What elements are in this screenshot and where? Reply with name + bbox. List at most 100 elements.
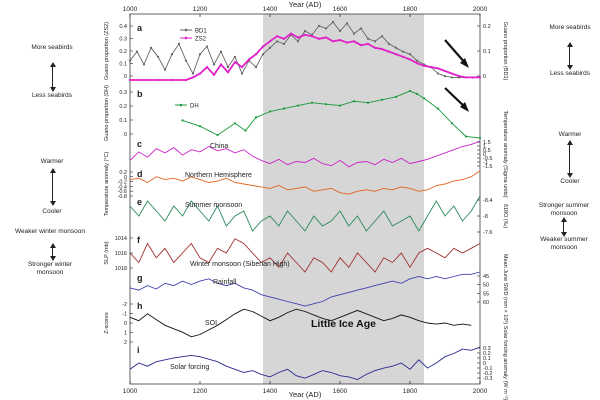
y-axis-title-right: Mean June SWD (mm × 10³) bbox=[502, 254, 508, 324]
panel-a: a BD1 ZS2 0.4 0.3 0.2 0.1 0 Guano proportion (ZS… bbox=[104, 20, 508, 82]
data-point bbox=[275, 35, 279, 38]
y-tick-label-left: -0.2 bbox=[118, 180, 127, 186]
y-tick-label-left: 0.2 bbox=[119, 104, 127, 110]
data-point bbox=[324, 103, 328, 106]
series-line-soi bbox=[129, 308, 472, 338]
panel-letter: i bbox=[137, 345, 140, 355]
y-axis-title-right: Solar forcing anomaly (W m⁻²) bbox=[502, 326, 508, 400]
data-point bbox=[156, 55, 160, 58]
data-point bbox=[352, 40, 356, 43]
panel-h: h SOI -2 -1 0 1 2 Z-scores bbox=[104, 301, 472, 346]
data-point bbox=[478, 136, 482, 140]
y-tick-label-left: 0.3 bbox=[119, 90, 127, 96]
decline-arrows bbox=[444, 39, 469, 112]
data-point bbox=[408, 53, 412, 56]
data-point bbox=[345, 41, 349, 44]
panel-letter: g bbox=[137, 273, 143, 283]
y-tick-label-right: -1 bbox=[483, 160, 488, 166]
legend-marker bbox=[184, 28, 188, 32]
y-tick-label-right: 0 bbox=[483, 152, 486, 158]
data-point bbox=[331, 20, 335, 24]
data-point bbox=[443, 75, 447, 78]
y-tick-label-right: 0.1 bbox=[483, 356, 491, 362]
x-axis-title-bottom: Year (AD) bbox=[289, 390, 322, 399]
data-point bbox=[352, 32, 356, 35]
x-tick-label-bottom: 1600 bbox=[333, 388, 348, 395]
y-tick-label-right: -8 bbox=[483, 214, 488, 220]
y-tick-label-right: -1.5 bbox=[483, 164, 492, 170]
data-point bbox=[226, 71, 230, 74]
data-point bbox=[261, 45, 265, 48]
less-seabirds-right: Less seabirds bbox=[549, 70, 591, 77]
data-point bbox=[373, 40, 377, 43]
data-point bbox=[268, 46, 272, 49]
x-tick-label-top: 1000 bbox=[123, 6, 138, 13]
panel-e: e Summer monsoon -8.4 -8 -7.6 δ18O (‰) bbox=[129, 195, 508, 236]
data-point bbox=[219, 63, 223, 66]
warmer-left: Warmer bbox=[40, 158, 64, 165]
data-point bbox=[478, 76, 482, 79]
panel-letter: f bbox=[137, 235, 141, 245]
warmer-right: Warmer bbox=[558, 131, 582, 138]
legend-label: BD1 bbox=[195, 29, 207, 35]
series-label: Summer monsoon bbox=[185, 202, 242, 209]
x-tick-label-bottom: 1200 bbox=[193, 388, 208, 395]
x-axis-title-top: Year (AD) bbox=[289, 0, 322, 9]
stronger-summer-monsoon: Stronger summer monsoon bbox=[538, 202, 590, 218]
panel-letter: d bbox=[137, 169, 143, 179]
series-label: Solar forcing bbox=[170, 364, 209, 371]
plot-frame bbox=[129, 13, 481, 385]
y-tick-label-right: 0.2 bbox=[483, 351, 491, 357]
data-point bbox=[233, 60, 237, 64]
data-point bbox=[345, 22, 349, 25]
data-point bbox=[443, 69, 447, 73]
data-point bbox=[401, 50, 405, 53]
data-point bbox=[296, 40, 300, 43]
data-point bbox=[450, 122, 454, 125]
legend-label: ZS2 bbox=[195, 37, 207, 43]
y-tick-label-left: 0 bbox=[124, 74, 127, 80]
data-point bbox=[366, 101, 370, 104]
legend-marker bbox=[179, 103, 183, 107]
cooler-left: Cooler bbox=[42, 208, 62, 215]
y-tick-label-left: 0 bbox=[124, 175, 127, 181]
y-tick-label-right: 0 bbox=[483, 74, 486, 80]
seabirds-arrow-left bbox=[49, 62, 56, 92]
data-point bbox=[177, 42, 181, 46]
temperature-arrow-right bbox=[566, 140, 573, 178]
data-point bbox=[254, 53, 258, 56]
y-tick-label-left: 0.4 bbox=[119, 24, 127, 30]
panel-c: c China 1.510.50-0.5-1-1.5 Temperature anom… bbox=[129, 110, 508, 198]
data-point bbox=[387, 42, 391, 46]
data-point bbox=[352, 100, 356, 103]
y-tick-label-right: 0.1 bbox=[483, 49, 491, 55]
data-point bbox=[387, 50, 391, 53]
series-line-china bbox=[129, 140, 481, 168]
y-tick-label-left: 1018 bbox=[115, 266, 127, 272]
y-axis-title-right: δ18O (‰) bbox=[502, 204, 508, 228]
little-ice-age-label: Little Ice Age bbox=[311, 318, 376, 330]
summer-monsoon-arrow bbox=[560, 217, 567, 237]
data-point bbox=[184, 78, 188, 82]
data-point bbox=[233, 122, 237, 125]
y-tick-label-left: -0.8 bbox=[118, 194, 127, 200]
data-point bbox=[401, 55, 405, 58]
y-tick-label-left: 0.3 bbox=[119, 37, 127, 43]
y-tick-label-left: 0 bbox=[124, 321, 127, 327]
data-point bbox=[268, 40, 272, 43]
series-line-northern-hemisphere bbox=[129, 170, 481, 195]
data-point bbox=[247, 58, 251, 61]
y-tick-label-right: -7.6 bbox=[483, 230, 492, 236]
y-tick-label-left: -2 bbox=[122, 302, 127, 308]
data-point bbox=[457, 75, 461, 78]
data-point bbox=[191, 76, 195, 79]
data-point bbox=[303, 29, 307, 33]
data-point bbox=[149, 46, 153, 49]
data-point bbox=[317, 37, 321, 40]
winter-monsoon-arrow bbox=[49, 243, 56, 261]
x-tick-label-top: 1800 bbox=[403, 6, 418, 13]
data-point bbox=[244, 129, 247, 132]
data-point bbox=[380, 47, 384, 51]
y-axis-title-left: Guano proportion (DH) bbox=[104, 85, 110, 141]
